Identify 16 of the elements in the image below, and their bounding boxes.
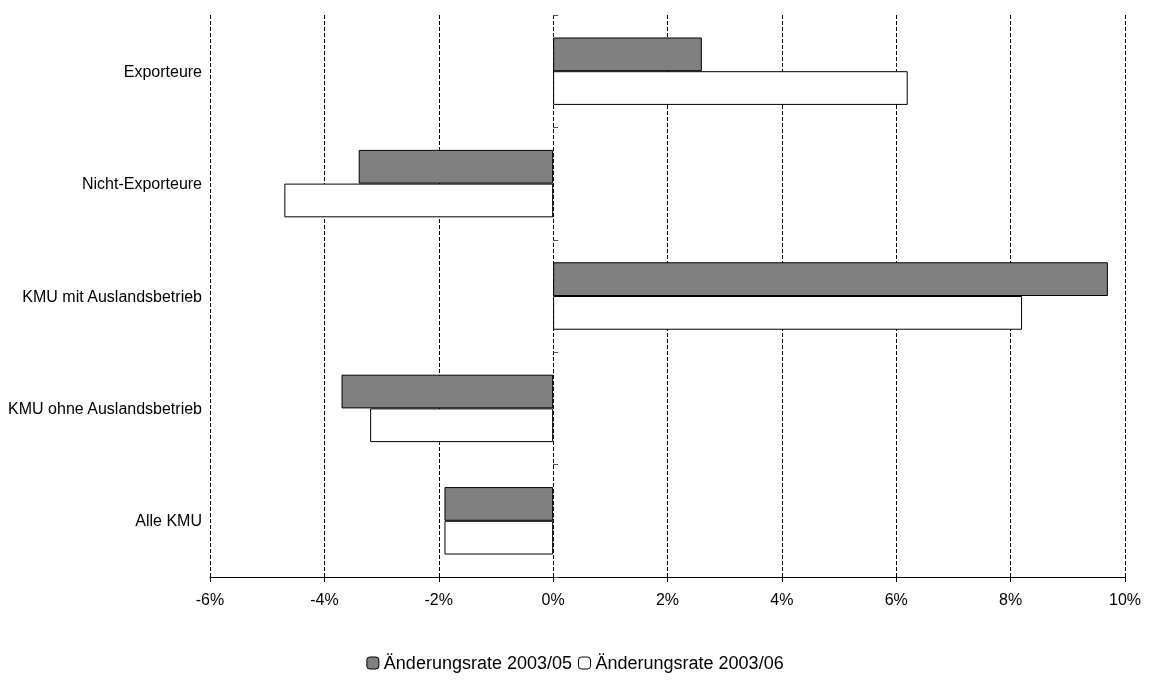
legend-label: Änderungsrate 2003/06	[595, 653, 784, 673]
legend-label: Änderungsrate 2003/05	[383, 653, 573, 673]
x-tick-label: 0%	[541, 590, 565, 608]
x-tick-label: -2%	[424, 590, 453, 608]
x-tick-label: 6%	[884, 590, 908, 608]
x-tick-label: 8%	[999, 590, 1023, 608]
x-tick-label: 2%	[655, 590, 680, 608]
y-tick-label: Nicht-Exporteure	[81, 175, 203, 193]
x-tick-label: 10%	[1108, 590, 1142, 608]
y-tick-label: Exporteure	[123, 62, 203, 80]
y-tick-label: KMU mit Auslandsbetrieb	[22, 287, 203, 305]
x-tick-label: -6%	[195, 590, 225, 608]
y-tick-label: Alle KMU	[135, 512, 202, 530]
x-tick-label: -4%	[310, 590, 339, 608]
y-tick-label: KMU ohne Auslandsbetrieb	[8, 399, 203, 417]
x-tick-label: 4%	[770, 590, 794, 608]
